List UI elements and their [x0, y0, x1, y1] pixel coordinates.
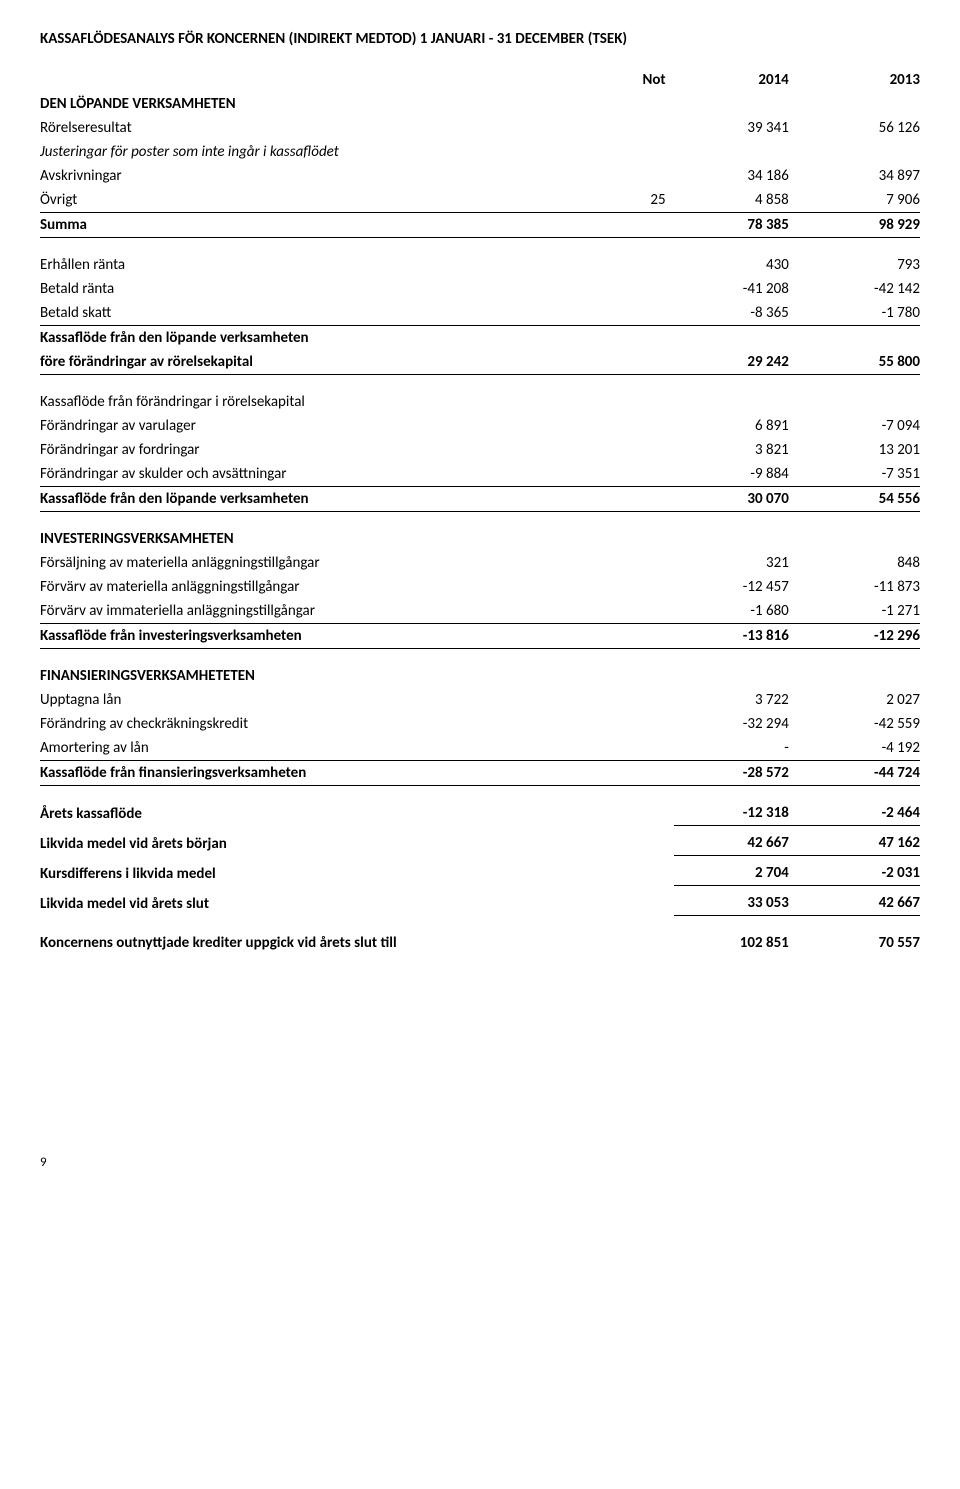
row-wc-liab: Förändringar av skulder och avsättningar… [40, 462, 920, 487]
header-year1: 2014 [674, 68, 797, 92]
row-finance-loans: Upptagna lån 3 722 2 027 [40, 688, 920, 712]
header-year2: 2013 [797, 68, 920, 92]
row-fx: Kursdifferens i likvida medel 2 704 -2 0… [40, 856, 920, 886]
document-title: KASSAFLÖDESANALYS FÖR KONCERNEN (INDIREK… [40, 30, 920, 48]
page-number: 9 [40, 1155, 920, 1170]
section-heading-wc: Kassaflöde från förändringar i rörelseka… [40, 375, 920, 415]
section-heading-invest: INVESTERINGSVERKSAMHETEN [40, 512, 920, 552]
section-heading-operating: DEN LÖPANDE VERKSAMHETEN [40, 92, 920, 116]
header-row: Not 2014 2013 [40, 68, 920, 92]
row-invest-sum: Kassaflöde från investeringsverksamheten… [40, 624, 920, 649]
section-heading-finance: FINANSIERINGSVERKSAMHETETEN [40, 649, 920, 689]
row-cash-begin: Likvida medel vid årets början 42 667 47… [40, 826, 920, 856]
row-year-cashflow: Årets kassaflöde -12 318 -2 464 [40, 786, 920, 826]
row-wc-recv: Förändringar av fordringar 3 821 13 201 [40, 438, 920, 462]
row-finance-credit: Förändring av checkräkningskredit -32 29… [40, 712, 920, 736]
row-unused-credit: Koncernens outnyttjade krediter uppgick … [40, 916, 920, 956]
row-tax: Betald skatt -8 365 -1 780 [40, 301, 920, 326]
cashflow-table: Not 2014 2013 DEN LÖPANDE VERKSAMHETEN R… [40, 68, 920, 955]
row-interest-recv: Erhållen ränta 430 793 [40, 238, 920, 278]
row-finance-sum: Kassaflöde från finansieringsverksamhete… [40, 761, 920, 786]
row-interest-paid: Betald ränta -41 208 -42 142 [40, 277, 920, 301]
row-before-wc1: Kassaflöde från den löpande verksamheten [40, 326, 920, 351]
row-invest-sale: Försäljning av materiella anläggningstil… [40, 551, 920, 575]
header-not: Not [586, 68, 674, 92]
row-result: Rörelseresultat 39 341 56 126 [40, 116, 920, 140]
row-sum-operating: Summa 78 385 98 929 [40, 213, 920, 238]
row-invest-acq: Förvärv av materiella anläggningstillgån… [40, 575, 920, 599]
row-depr: Avskrivningar 34 186 34 897 [40, 164, 920, 188]
row-invest-intang: Förvärv av immateriella anläggningstillg… [40, 599, 920, 624]
row-cash-end: Likvida medel vid årets slut 33 053 42 6… [40, 886, 920, 916]
row-wc-inv: Förändringar av varulager 6 891 -7 094 [40, 414, 920, 438]
row-wc-sum: Kassaflöde från den löpande verksamheten… [40, 487, 920, 512]
row-before-wc2: före förändringar av rörelsekapital 29 2… [40, 350, 920, 375]
row-adjust: Justeringar för poster som inte ingår i … [40, 140, 920, 164]
row-other: Övrigt 25 4 858 7 906 [40, 188, 920, 213]
row-finance-amort: Amortering av lån - -4 192 [40, 736, 920, 761]
